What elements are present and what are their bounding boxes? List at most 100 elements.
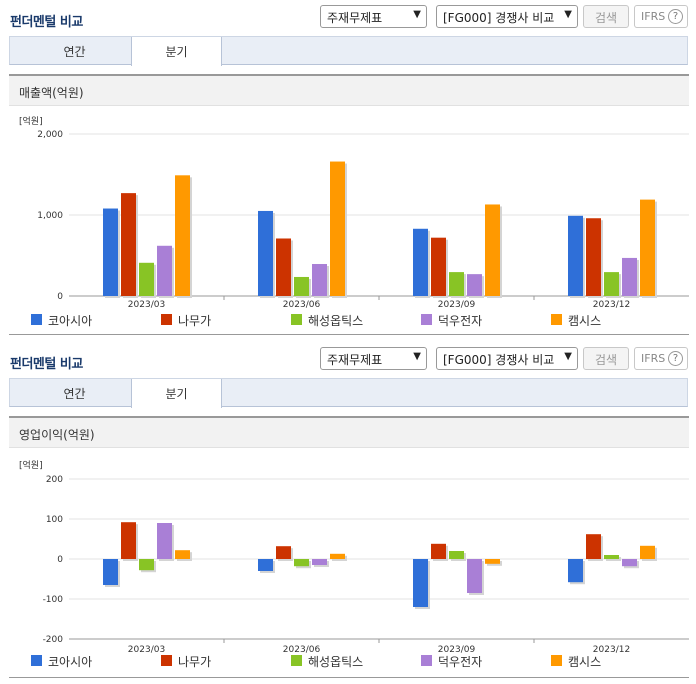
tab-annual[interactable]: 연간	[63, 45, 86, 59]
statement-type-value: 주재무제표	[327, 11, 383, 25]
bar[interactable]	[330, 553, 345, 559]
chart-box-operating-income: 영업이익(억원) [억원] -200 -100 0 100 200 2023/03 2023/…	[9, 416, 689, 680]
tab-annual[interactable]: 연간	[63, 387, 86, 401]
unit-label: [억원]	[19, 459, 43, 471]
bar[interactable]	[586, 218, 601, 296]
bar[interactable]	[604, 272, 619, 296]
y-tick-label: 0	[57, 555, 63, 565]
legend-label: 코아시아	[48, 314, 93, 328]
bar[interactable]	[467, 559, 482, 593]
peer-group-value: [FG000] 경쟁사 비교	[443, 11, 555, 25]
tab-quarterly[interactable]: 분기	[131, 379, 222, 408]
bar[interactable]	[485, 559, 500, 564]
legend-swatch	[421, 655, 432, 666]
bar[interactable]	[175, 550, 190, 559]
tab-quarterly[interactable]: 분기	[131, 37, 222, 66]
search-button[interactable]: 검색	[583, 5, 629, 28]
legend-label: 나무가	[178, 655, 212, 669]
bar[interactable]	[449, 551, 464, 559]
legend-label: 덕우전자	[438, 314, 483, 328]
bar[interactable]	[294, 559, 309, 567]
legend-label: 덕우전자	[438, 655, 483, 669]
question-circle-icon[interactable]: ?	[668, 9, 683, 24]
bar[interactable]	[103, 208, 118, 296]
bar[interactable]	[258, 210, 273, 296]
bar[interactable]	[413, 559, 428, 607]
bar[interactable]	[103, 559, 118, 585]
period-tabs: 연간 분기	[9, 36, 688, 66]
peer-group-select[interactable]: [FG000] 경쟁사 비교 ▼	[436, 5, 578, 28]
y-tick-label: -100	[43, 595, 64, 605]
bar[interactable]	[568, 559, 583, 583]
bar[interactable]	[157, 523, 172, 559]
operating-income-bar-chart: [억원] -200 -100 0 100 200 2023/03 2023/06 2023/09…	[19, 459, 689, 654]
chart-legend: 코아시아 나무가 해성옵틱스 덕우전자 캠시스	[9, 312, 689, 328]
legend-swatch	[161, 314, 172, 325]
chevron-down-icon: ▼	[564, 9, 572, 20]
y-tick-label: -200	[43, 635, 64, 645]
ifrs-button[interactable]: IFRS ?	[634, 347, 688, 370]
chart-title: 매출액(억원)	[19, 86, 84, 100]
ifrs-button[interactable]: IFRS ?	[634, 5, 688, 28]
legend-swatch	[31, 655, 42, 666]
bar[interactable]	[485, 204, 500, 296]
bar[interactable]	[413, 228, 428, 296]
x-tick-label: 2023/09	[438, 645, 476, 654]
panel-title: 펀더멘털 비교	[10, 15, 83, 30]
legend-swatch	[551, 314, 562, 325]
bar[interactable]	[294, 276, 309, 296]
chevron-down-icon: ▼	[413, 351, 421, 362]
x-tick-label: 2023/06	[283, 645, 321, 654]
bar[interactable]	[312, 264, 327, 296]
bar[interactable]	[312, 559, 327, 565]
chart-box-revenue: 매출액(억원) [억원] 0 1,000 2,000 2023/03 2023/06 202…	[9, 74, 689, 336]
bar[interactable]	[121, 193, 136, 296]
bar[interactable]	[622, 257, 637, 296]
search-button[interactable]: 검색	[583, 347, 629, 370]
bar[interactable]	[622, 559, 637, 567]
statement-type-select[interactable]: 주재무제표 ▼	[320, 5, 427, 28]
question-circle-icon[interactable]: ?	[668, 351, 683, 366]
bar[interactable]	[604, 555, 619, 559]
bar[interactable]	[258, 559, 273, 571]
x-tick-label: 2023/03	[128, 645, 165, 654]
chevron-down-icon: ▼	[564, 351, 572, 362]
bar[interactable]	[467, 274, 482, 296]
legend-label: 해성옵틱스	[308, 655, 364, 669]
statement-type-select[interactable]: 주재무제표 ▼	[320, 347, 427, 370]
bar[interactable]	[449, 272, 464, 296]
legend-label: 코아시아	[48, 655, 93, 669]
bar[interactable]	[157, 245, 172, 296]
bar[interactable]	[121, 522, 136, 559]
chart-title-bar: 매출액(억원)	[9, 76, 689, 106]
bar[interactable]	[431, 237, 446, 296]
bar[interactable]	[431, 543, 446, 559]
bar[interactable]	[568, 215, 583, 296]
bar[interactable]	[276, 238, 291, 296]
divider	[9, 677, 689, 678]
peer-group-select[interactable]: [FG000] 경쟁사 비교 ▼	[436, 347, 578, 370]
bar[interactable]	[175, 175, 190, 296]
bar[interactable]	[640, 199, 655, 296]
bar[interactable]	[640, 545, 655, 559]
ifrs-label: IFRS	[641, 352, 666, 365]
chart-title-bar: 영업이익(억원)	[9, 418, 689, 448]
fundamental-panel-revenue: 펀더멘털 비교 주재무제표 ▼ [FG000] 경쟁사 비교 ▼ 검색 IFRS…	[0, 0, 696, 340]
bar[interactable]	[276, 546, 291, 559]
y-tick-label: 200	[46, 475, 63, 485]
bar[interactable]	[330, 161, 345, 296]
bar[interactable]	[139, 262, 154, 296]
statement-type-value: 주재무제표	[327, 353, 383, 367]
bar[interactable]	[586, 534, 601, 559]
fundamental-panel-operating-income: 펀더멘털 비교 주재무제표 ▼ [FG000] 경쟁사 비교 ▼ 검색 IFRS…	[0, 342, 696, 684]
legend-swatch	[551, 655, 562, 666]
x-tick-label: 2023/03	[128, 300, 165, 310]
y-tick-label: 2,000	[37, 130, 63, 140]
panel-header: 펀더멘털 비교 주재무제표 ▼ [FG000] 경쟁사 비교 ▼ 검색 IFRS…	[0, 342, 696, 376]
chart-legend: 코아시아 나무가 해성옵틱스 덕우전자 캠시스	[9, 653, 689, 669]
legend-label: 해성옵틱스	[308, 314, 364, 328]
period-tabs: 연간 분기	[9, 378, 688, 408]
bar[interactable]	[139, 559, 154, 571]
peer-group-value: [FG000] 경쟁사 비교	[443, 353, 555, 367]
legend-label: 캠시스	[568, 655, 602, 669]
